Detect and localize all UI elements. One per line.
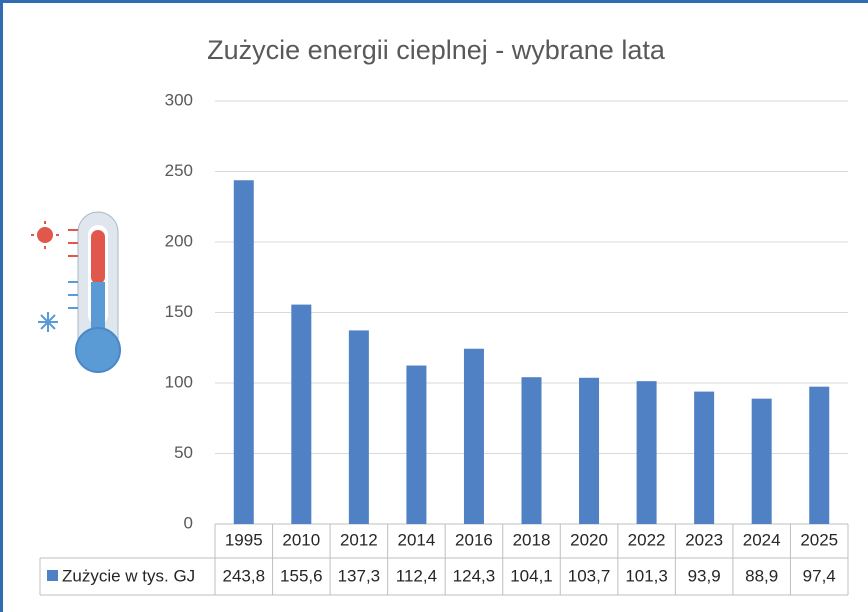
bar	[291, 305, 311, 524]
value-label: 104,1	[510, 566, 553, 585]
y-tick-label: 100	[165, 372, 193, 391]
x-tick-label: 2014	[397, 530, 435, 549]
bar	[234, 180, 254, 524]
value-label: 103,7	[568, 566, 611, 585]
legend-label: Zużycie w tys. GJ	[62, 566, 195, 585]
thermometer-icon	[31, 212, 120, 372]
x-tick-label: 2020	[570, 530, 608, 549]
x-tick-label: 1995	[225, 530, 263, 549]
chart: Zużycie energii cieplnej - wybrane lata …	[0, 0, 868, 612]
value-label: 124,3	[453, 566, 496, 585]
y-tick-label: 300	[165, 90, 193, 109]
bar	[752, 399, 772, 524]
legend-swatch	[47, 570, 58, 581]
y-tick-label: 50	[174, 443, 193, 462]
x-tick-label: 2022	[628, 530, 666, 549]
value-label: 137,3	[338, 566, 381, 585]
bar	[694, 392, 714, 524]
value-label: 155,6	[280, 566, 323, 585]
frame	[2, 2, 868, 612]
value-label: 243,8	[222, 566, 265, 585]
bar	[406, 366, 426, 524]
bar	[464, 349, 484, 524]
value-label: 112,4	[396, 566, 437, 585]
y-tick-label: 150	[165, 302, 193, 321]
bar	[579, 378, 599, 524]
page: {"chart_data": {"type": "bar", "title": …	[0, 0, 868, 612]
value-label: 101,3	[625, 566, 668, 585]
x-tick-label: 2025	[800, 530, 838, 549]
chart-title: Zużycie energii cieplnej - wybrane lata	[207, 35, 666, 65]
x-tick-label: 2010	[282, 530, 320, 549]
x-tick-label: 2024	[743, 530, 781, 549]
y-tick-label: 0	[184, 513, 193, 532]
x-tick-label: 2023	[685, 530, 723, 549]
bar	[522, 377, 542, 524]
bar	[349, 330, 369, 524]
value-label: 88,9	[745, 566, 778, 585]
bar	[637, 381, 657, 524]
bar	[809, 387, 829, 524]
x-tick-label: 2018	[513, 530, 551, 549]
x-tick-label: 2016	[455, 530, 493, 549]
x-tick-label: 2012	[340, 530, 378, 549]
y-tick-label: 200	[165, 231, 193, 250]
value-label: 97,4	[803, 566, 836, 585]
y-tick-label: 250	[165, 161, 193, 180]
value-label: 93,9	[688, 566, 721, 585]
